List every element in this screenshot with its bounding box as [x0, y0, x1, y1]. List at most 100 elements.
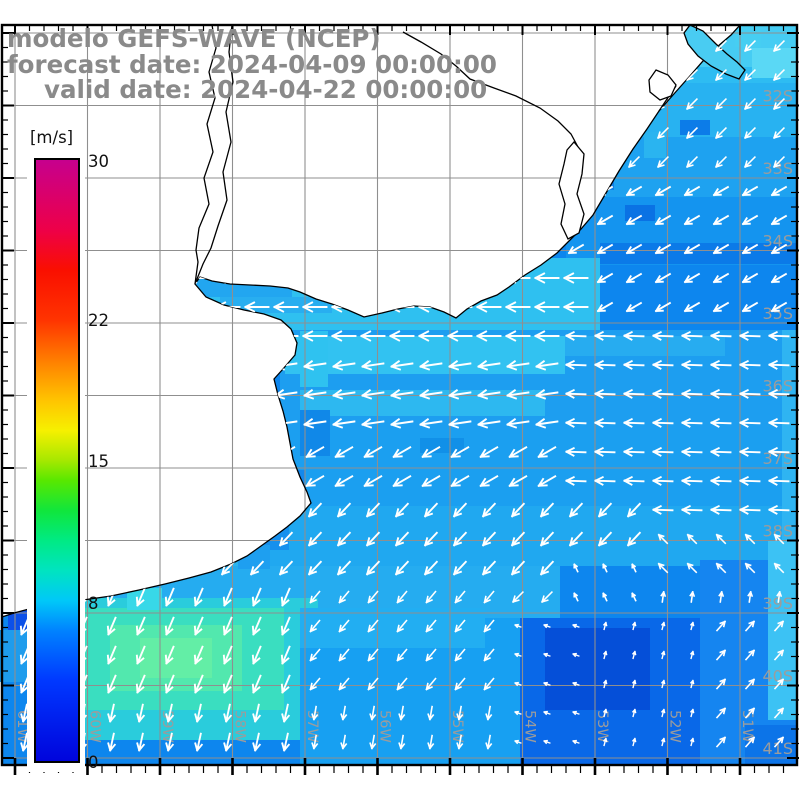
wind-arrow [252, 732, 262, 752]
wind-arrow [540, 126, 554, 140]
ocean-patch [752, 48, 797, 78]
wind-arrow [623, 330, 645, 341]
wind-arrow [448, 417, 472, 429]
lat-label: 36S [762, 377, 793, 396]
wind-arrow [543, 739, 551, 745]
wind-arrow [481, 560, 497, 576]
wind-arrow [106, 674, 117, 694]
wind-arrow [743, 126, 757, 140]
wind-arrow [418, 330, 444, 342]
wind-arrow [105, 358, 119, 372]
wind-arrow [308, 39, 322, 53]
wind-arrow [631, 563, 637, 573]
wind-arrow [596, 214, 614, 226]
wind-arrow [652, 330, 674, 341]
wind-arrow [773, 707, 785, 719]
wind-arrow [425, 677, 437, 691]
wind-arrow [365, 531, 381, 547]
wind-arrow [162, 531, 178, 547]
wind-arrow [221, 97, 235, 111]
wind-arrow [568, 531, 584, 547]
wind-arrow [712, 185, 730, 197]
wind-arrow [360, 272, 386, 284]
wind-arrow [193, 616, 204, 636]
wind-arrow [278, 560, 294, 576]
wind-arrow [453, 68, 467, 82]
lat-label: 37S [762, 449, 793, 468]
wind-arrow [447, 272, 473, 284]
wind-arrow [511, 39, 525, 53]
wind-arrow [274, 388, 298, 400]
wind-arrow [250, 39, 264, 53]
wind-arrow [18, 126, 32, 140]
wind-arrow [216, 417, 240, 429]
wind-arrow [331, 272, 357, 284]
wind-arrow [505, 301, 531, 313]
lon-label: 57W [304, 710, 320, 743]
wind-arrow [773, 620, 785, 632]
wind-arrow [245, 417, 269, 429]
wind-arrow [715, 707, 727, 719]
wind-arrow [163, 300, 177, 314]
wind-arrow [770, 214, 788, 226]
wind-arrow [308, 126, 322, 140]
wind-arrow [247, 475, 267, 488]
wind-arrow [715, 620, 727, 632]
lat-label: 32S [762, 87, 793, 106]
wind-arrow [572, 710, 580, 716]
wind-arrow [187, 388, 211, 400]
wind-arrow [689, 737, 695, 747]
wind-arrow [309, 590, 321, 604]
wind-arrow [423, 531, 439, 547]
wind-arrow [652, 446, 674, 457]
wind-arrow [361, 388, 385, 400]
wind-arrow [366, 97, 380, 111]
wind-arrow [424, 184, 438, 198]
wind-arrow [710, 475, 732, 486]
wind-arrow [425, 648, 437, 662]
wind-arrow [215, 272, 241, 284]
wind-arrow [654, 243, 672, 255]
wind-arrow [627, 97, 641, 111]
wind-arrow [773, 562, 785, 574]
wind-arrow [134, 329, 148, 343]
wind-arrow [569, 155, 583, 169]
wind-arrow [747, 590, 754, 603]
wind-arrow [477, 359, 501, 371]
lon-label: 60W [87, 710, 103, 743]
wind-arrow [366, 39, 380, 53]
wind-arrow [482, 68, 496, 82]
wind-arrow [419, 388, 443, 400]
wind-arrow [537, 446, 557, 459]
wind-arrow [394, 502, 410, 518]
wind-arrow [453, 97, 467, 111]
wind-arrow [510, 560, 526, 576]
wind-arrow [308, 213, 322, 227]
wind-arrow [303, 359, 327, 371]
wind-arrow [450, 475, 470, 488]
wind-arrow [454, 648, 466, 662]
wind-arrow [165, 703, 175, 723]
wind-arrow [249, 531, 265, 547]
wind-arrow [307, 502, 323, 518]
wind-arrow [454, 619, 466, 633]
wind-arrow [251, 616, 262, 636]
wind-arrow [681, 359, 703, 370]
lon-label: 52W [667, 710, 683, 743]
wind-arrow [447, 301, 473, 313]
wind-arrow [273, 301, 299, 313]
wind-arrow [308, 68, 322, 82]
wind-arrow [482, 242, 496, 256]
lat-label: 35S [762, 304, 793, 323]
wind-arrow [192, 126, 206, 140]
coast-cell [735, 25, 761, 47]
wind-arrow [739, 359, 761, 370]
wind-arrow [392, 475, 412, 488]
wind-arrow [424, 155, 438, 169]
wind-arrow [743, 68, 757, 82]
wind-arrow [281, 703, 291, 723]
wind-arrow [247, 446, 267, 459]
wind-arrow [773, 678, 785, 690]
wind-arrow [218, 475, 238, 488]
wind-arrow [623, 475, 645, 486]
